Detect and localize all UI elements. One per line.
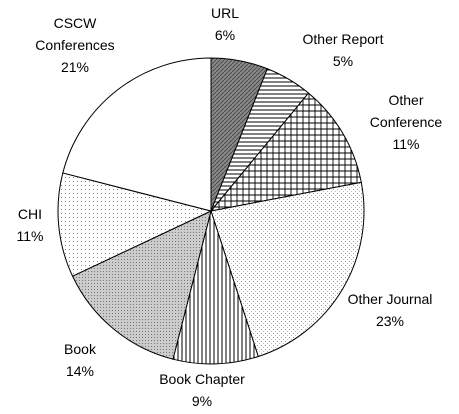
slice-label: Book 14% bbox=[64, 338, 96, 382]
slice-label: URL 6% bbox=[211, 2, 239, 46]
value-label: 9% bbox=[191, 393, 213, 409]
category-label: Book Chapter bbox=[159, 371, 245, 387]
pie-slice bbox=[210, 181, 365, 358]
value-label: 5% bbox=[332, 53, 354, 69]
category-label: CHI bbox=[17, 206, 43, 222]
category-label: Other Report bbox=[302, 31, 384, 47]
pie-slice bbox=[62, 57, 212, 212]
value-label: 11% bbox=[16, 228, 44, 244]
pie-slice bbox=[209, 92, 362, 212]
category-label: CSCW Conferences bbox=[35, 15, 115, 53]
slice-label: CSCW Conferences 21% bbox=[30, 12, 120, 78]
value-label: 21% bbox=[60, 59, 90, 75]
category-label: Book bbox=[64, 341, 96, 357]
slice-label: Other Journal 23% bbox=[348, 288, 433, 332]
pie-slice bbox=[57, 172, 213, 277]
category-label: URL bbox=[210, 5, 240, 21]
slice-label: CHI 11% bbox=[17, 203, 44, 247]
category-label: Other Journal bbox=[347, 291, 433, 307]
pie-slice bbox=[71, 210, 212, 360]
value-label: 23% bbox=[375, 313, 405, 329]
value-label: 6% bbox=[214, 27, 236, 43]
slice-label: Other Report 5% bbox=[303, 28, 384, 72]
slice-label: Book Chapter 9% bbox=[159, 368, 245, 412]
value-label: 11% bbox=[392, 136, 420, 152]
pie-slice bbox=[172, 209, 259, 365]
value-label: 14% bbox=[65, 363, 95, 379]
category-label: Other Conference bbox=[369, 92, 443, 130]
slice-label: Other Conference 11% bbox=[361, 89, 451, 155]
